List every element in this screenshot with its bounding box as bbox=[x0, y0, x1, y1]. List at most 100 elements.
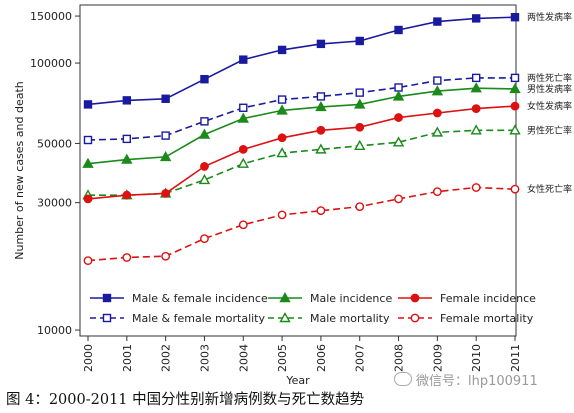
data-point bbox=[394, 25, 403, 35]
data-point bbox=[470, 124, 482, 135]
data-point bbox=[122, 96, 132, 105]
data-point bbox=[122, 134, 132, 144]
data-point bbox=[200, 75, 209, 84]
legend-swatch-marker bbox=[279, 292, 291, 303]
data-point bbox=[470, 82, 482, 93]
data-point bbox=[316, 125, 326, 135]
data-point bbox=[354, 98, 366, 109]
data-point bbox=[394, 113, 403, 122]
series-4: 女性发病率 bbox=[83, 100, 572, 204]
data-point bbox=[83, 194, 93, 204]
series-line bbox=[88, 129, 515, 196]
y-tick-label: 50000 bbox=[37, 137, 72, 150]
data-point bbox=[510, 101, 520, 111]
data-point bbox=[239, 55, 248, 64]
data-point bbox=[277, 45, 287, 55]
data-point bbox=[83, 100, 93, 109]
series-line bbox=[87, 16, 516, 106]
legend-swatch-marker bbox=[410, 293, 420, 303]
data-point bbox=[509, 124, 521, 135]
legend-swatch-marker bbox=[102, 293, 112, 303]
series-line bbox=[87, 77, 515, 141]
legend-item: Male & female mortality bbox=[90, 312, 265, 325]
data-point bbox=[276, 104, 288, 115]
data-point bbox=[431, 126, 444, 137]
data-point bbox=[198, 128, 211, 139]
x-tick-label: 2009 bbox=[431, 344, 444, 372]
data-point bbox=[277, 133, 287, 143]
data-point bbox=[471, 14, 481, 23]
legend-item: Male & female incidence bbox=[90, 292, 268, 305]
series-line bbox=[87, 105, 516, 200]
data-point bbox=[315, 101, 327, 112]
x-tick-label: 2003 bbox=[198, 344, 211, 372]
x-tick-label: 2005 bbox=[276, 344, 289, 372]
data-point bbox=[355, 36, 364, 46]
data-point bbox=[239, 103, 248, 112]
x-tick-label: 2007 bbox=[354, 344, 367, 372]
data-point bbox=[237, 157, 249, 168]
data-point bbox=[355, 88, 364, 97]
data-point bbox=[238, 144, 248, 154]
series-0: 两性发病率 bbox=[83, 11, 572, 109]
series-end-label: 两性死亡率 bbox=[527, 72, 572, 84]
data-point bbox=[316, 92, 326, 101]
data-point bbox=[432, 108, 442, 118]
data-point bbox=[200, 117, 209, 126]
data-point bbox=[510, 184, 520, 194]
data-point bbox=[237, 112, 249, 123]
legend-item: Male mortality bbox=[268, 312, 390, 325]
data-point bbox=[471, 104, 481, 114]
y-axis-title: Number of new cases and death bbox=[13, 81, 26, 260]
legend-item: Female mortality bbox=[398, 312, 534, 325]
data-point bbox=[276, 147, 288, 158]
watermark: 微信号：lhp100911 bbox=[394, 370, 572, 390]
y-tick-label: 30000 bbox=[37, 197, 72, 210]
data-point bbox=[159, 151, 172, 162]
data-point bbox=[392, 90, 405, 101]
y-tick-label: 150000 bbox=[30, 10, 72, 23]
x-axis-title: Year bbox=[285, 374, 310, 387]
data-point bbox=[394, 83, 403, 92]
data-point bbox=[238, 220, 248, 230]
figure-caption: 图 4：2000-2011 中国分性别新增病例数与死亡数趋势 bbox=[6, 392, 365, 408]
series-2: 男性发病率 bbox=[82, 82, 572, 168]
y-tick-label: 10000 bbox=[37, 324, 72, 337]
data-point bbox=[161, 94, 170, 103]
data-point bbox=[121, 153, 133, 164]
data-point bbox=[354, 139, 366, 150]
series-5: 女性死亡率 bbox=[83, 183, 572, 266]
data-point bbox=[198, 173, 211, 185]
data-point bbox=[355, 202, 365, 211]
x-tick-label: 2008 bbox=[393, 344, 406, 372]
legend-label: Male & female mortality bbox=[132, 312, 265, 325]
data-point bbox=[510, 13, 520, 22]
data-point bbox=[432, 187, 442, 197]
x-tick-label: 2004 bbox=[237, 344, 250, 372]
axes: 10000 30000 50000 100000 150000 2000 2001 2002 2… bbox=[13, 4, 522, 387]
data-point bbox=[122, 190, 132, 200]
series-1: 两性死亡率 bbox=[83, 72, 572, 145]
legend-item: Female incidence bbox=[398, 292, 536, 305]
legend-swatch-marker bbox=[279, 312, 291, 323]
legend-swatch-marker bbox=[102, 313, 112, 323]
legend-label: Female mortality bbox=[440, 312, 534, 325]
wechat-icon bbox=[394, 372, 412, 386]
legend: Male & female incidence Male incidence Fem… bbox=[90, 292, 536, 325]
data-point bbox=[433, 76, 442, 85]
data-point bbox=[316, 206, 326, 216]
data-point bbox=[161, 251, 171, 261]
legend-label: Male mortality bbox=[310, 312, 390, 325]
data-point bbox=[277, 95, 287, 104]
x-tick-label: 2011 bbox=[509, 344, 522, 372]
data-point bbox=[82, 157, 94, 168]
data-point bbox=[433, 17, 442, 26]
data-point bbox=[277, 210, 287, 220]
legend-swatch-marker bbox=[410, 313, 420, 323]
x-tick-label: 2010 bbox=[470, 344, 483, 372]
legend-label: Female incidence bbox=[440, 292, 536, 305]
legend-item: Male incidence bbox=[268, 292, 392, 305]
y-tick-label: 100000 bbox=[30, 57, 72, 70]
data-point bbox=[355, 122, 365, 132]
legend-label: Male incidence bbox=[310, 292, 392, 305]
